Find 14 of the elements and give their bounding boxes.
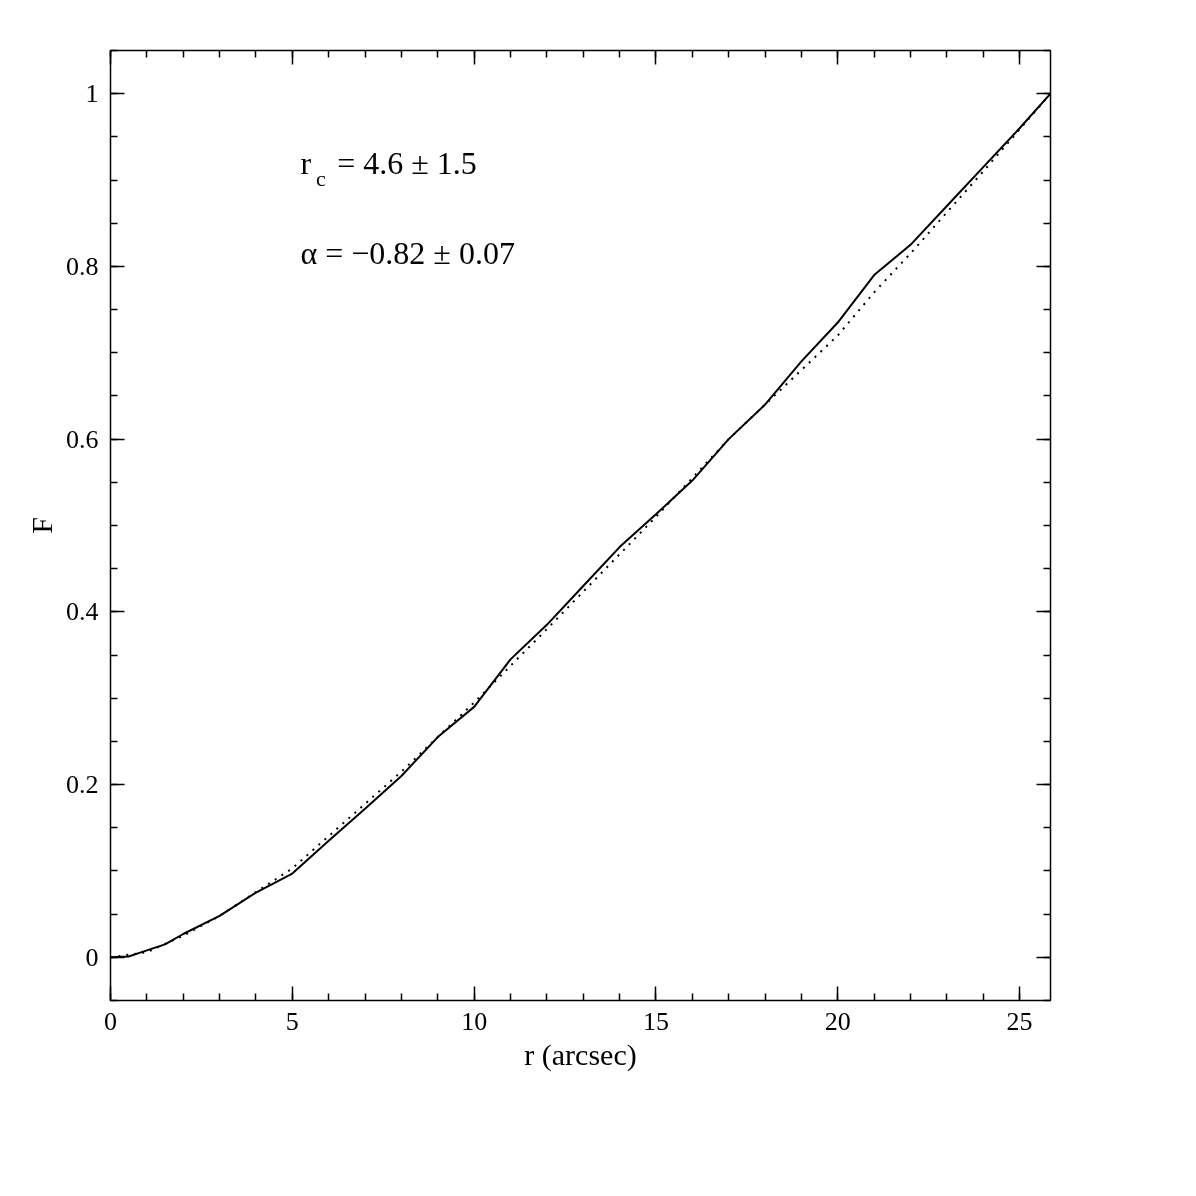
x-tick-label: 20 bbox=[824, 1006, 851, 1036]
annotation: α = −0.82 ± 0.07 bbox=[300, 234, 515, 271]
y-tick-label: 1 bbox=[85, 79, 99, 109]
y-tick-label: 0.6 bbox=[66, 424, 99, 454]
y-tick-label: 0.8 bbox=[66, 251, 99, 281]
y-tick-label: 0.4 bbox=[66, 597, 99, 627]
y-tick-label: 0.2 bbox=[66, 770, 99, 800]
x-tick-label: 5 bbox=[285, 1006, 299, 1036]
x-axis-title: r (arcsec) bbox=[524, 1037, 637, 1072]
y-tick-label: 0 bbox=[85, 942, 99, 972]
x-tick-label: 15 bbox=[642, 1006, 669, 1036]
x-tick-label: 25 bbox=[1006, 1006, 1033, 1036]
x-tick-label: 10 bbox=[461, 1006, 488, 1036]
y-axis-title: F bbox=[25, 517, 58, 534]
